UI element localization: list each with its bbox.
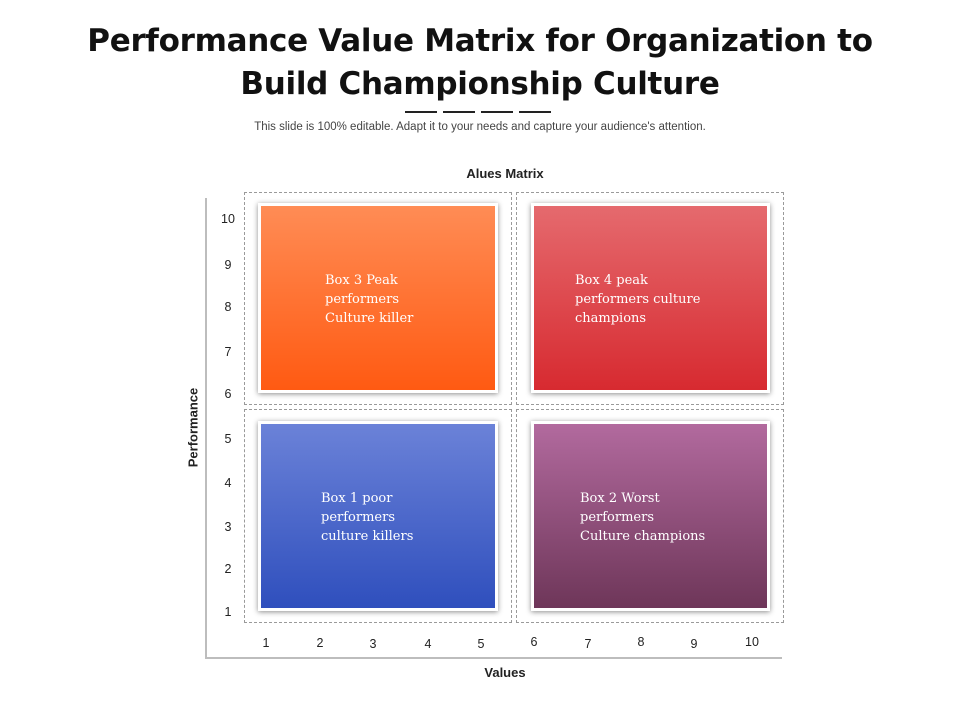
box-1-line: performers [321, 510, 395, 525]
x-tick-label: 1 [262, 636, 270, 650]
cell-frame-bottom-left [244, 409, 512, 623]
box-2-line: Culture champions [580, 529, 706, 544]
box-3-line: Culture killer [325, 311, 414, 326]
x-axis-label: Values [484, 665, 526, 680]
box-1-line: Box 1 poor [321, 491, 393, 506]
x-tick-label: 7 [584, 637, 592, 651]
x-tick-label: 6 [530, 635, 538, 649]
subtitle: This slide is 100% editable. Adapt it to… [254, 121, 706, 133]
y-tick-label: 1 [224, 605, 232, 619]
title-underline-dash [481, 111, 513, 113]
y-tick-label: 9 [224, 258, 232, 272]
matrix-title: Alues Matrix [466, 166, 544, 181]
title-underline-dash [405, 111, 437, 113]
box-4-peak-performers-culture-champions: Box 4 peak performers culture champions [531, 203, 770, 393]
cell-frame-bottom-right [516, 409, 784, 623]
y-axis-line [205, 198, 207, 659]
box-3-line: performers [325, 292, 399, 307]
y-tick-label: 5 [224, 432, 232, 446]
box-4-line: performers culture [575, 292, 701, 307]
box-3-line: Box 3 Peak [325, 273, 398, 288]
title-underline-dash [519, 111, 551, 113]
x-axis-line [205, 657, 782, 659]
x-tick-label: 9 [690, 637, 698, 651]
y-tick-label: 10 [221, 212, 235, 226]
title-underline-dash [443, 111, 475, 113]
y-tick-label: 4 [224, 476, 232, 490]
y-tick-label: 8 [224, 300, 232, 314]
box-4-line: champions [575, 311, 647, 326]
box-1-line: culture killers [321, 529, 414, 544]
x-tick-label: 3 [369, 637, 377, 651]
y-tick-label: 7 [224, 345, 232, 359]
page-title: Performance Value Matrix for Organizatio… [60, 20, 900, 106]
cell-frame-top-left [244, 192, 512, 405]
y-tick-label: 6 [224, 387, 232, 401]
box-2-worst-performers-culture-champions: Box 2 Worst performers Culture champions [531, 421, 770, 611]
y-tick-label: 2 [224, 562, 232, 576]
title-line-2: Build Championship Culture [240, 66, 720, 102]
y-tick-label: 3 [224, 520, 232, 534]
title-line-1: Performance Value Matrix for Organizatio… [87, 23, 873, 59]
box-2-line: Box 2 Worst [580, 491, 660, 506]
x-tick-label: 5 [477, 637, 485, 651]
box-4-line: Box 4 peak [575, 273, 648, 288]
box-1-poor-performers-culture-killers: Box 1 poor performers culture killers [258, 421, 498, 611]
x-tick-label: 2 [316, 636, 324, 650]
cell-frame-top-right [516, 192, 784, 405]
x-tick-label: 4 [424, 637, 432, 651]
x-tick-label: 10 [745, 635, 759, 649]
box-3-peak-performers-culture-killer: Box 3 Peak performers Culture killer [258, 203, 498, 393]
y-axis-label: Performance [185, 387, 201, 468]
box-2-line: performers [580, 510, 654, 525]
x-tick-label: 8 [637, 635, 645, 649]
